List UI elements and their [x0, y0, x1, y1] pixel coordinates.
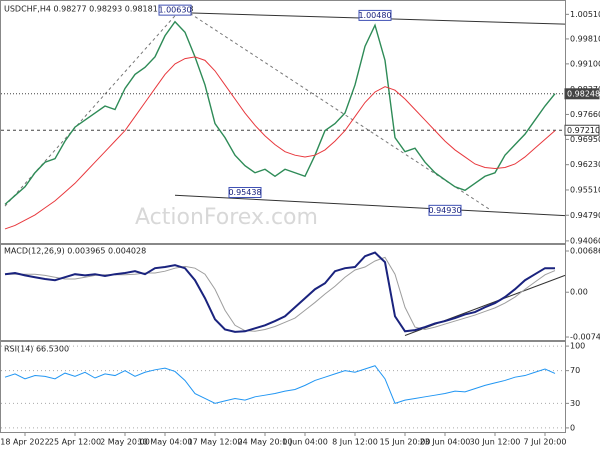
x-tick-label: 10 May 04:00: [138, 438, 193, 447]
rsi-line: [4, 365, 556, 404]
annotation-box: [228, 186, 262, 198]
x-tick-label: 15 Jun 20:00: [380, 438, 431, 447]
y-tick-label: 0.95510: [570, 185, 600, 194]
level-tag: [564, 88, 600, 100]
rsi-label: RSI(14) 66.5300: [4, 345, 69, 354]
x-tick-label: 24 May 20:00: [238, 438, 293, 447]
trendline: [174, 194, 566, 217]
annotation-box: [158, 4, 192, 16]
x-tick-label: 7 Jul 20:00: [524, 438, 567, 447]
y-tick-label: 0.94790: [570, 211, 600, 220]
annotation-box: [428, 204, 462, 216]
level-label: 0.98248: [567, 89, 600, 98]
x-tick-label: 1 Jun 04:00: [282, 438, 328, 447]
annotation-box: [358, 9, 392, 21]
x-tick-label: 25 Apr 12:00: [49, 438, 101, 447]
y-tick-label: -0.007454: [570, 333, 600, 342]
y-tick-label: 0.94060: [570, 236, 600, 245]
macd-label: MACD(12,26,9) 0.003965 0.004028: [4, 247, 146, 256]
x-tick-label: 17 May 12:00: [188, 438, 243, 447]
y-tick-label: 0: [570, 423, 575, 432]
level-tag: [564, 124, 600, 136]
x-tick-label: 18 Apr 2022: [0, 438, 49, 447]
x-tick-label: 2 May 20:00: [100, 438, 150, 447]
y-tick-label: 100: [570, 342, 585, 351]
y-tick-label: 0.96950: [570, 135, 600, 144]
price-line: [4, 20, 556, 205]
ma-line: [4, 56, 556, 230]
y-tick-label: 0.99810: [570, 34, 600, 43]
watermark: ActionForex.com: [135, 205, 318, 230]
annotation-label: 1.00480: [358, 11, 391, 20]
y-tick-label: 70: [570, 366, 580, 375]
y-tick-label: 1.00510: [570, 10, 600, 19]
annotation-label: 0.95438: [228, 188, 261, 197]
level-label: 0.97210: [567, 126, 600, 135]
header: USDCHF,H4 0.98277 0.98293 0.98181 0.9824…: [4, 5, 193, 14]
y-tick-label: 0.97660: [570, 110, 600, 119]
annotation-label: 0.94930: [428, 206, 461, 215]
y-tick-label: 0.006861: [570, 247, 600, 256]
y-tick-label: 30: [570, 399, 580, 408]
price-frame: [0, 0, 566, 244]
macd-line: [4, 251, 555, 333]
y-tick-label: 0.99100: [570, 59, 600, 68]
y-tick-label: 0.00: [570, 288, 588, 297]
x-tick-label: 8 Jun 12:00: [332, 438, 378, 447]
rsi-frame: [0, 341, 566, 433]
annotation-label: 1.00630: [158, 6, 191, 15]
trendline: [184, 9, 491, 211]
x-tick-label: 23 Jun 04:00: [420, 438, 471, 447]
x-tick-label: 30 Jun 12:00: [470, 438, 521, 447]
y-tick-label: 0.96230: [570, 160, 600, 169]
